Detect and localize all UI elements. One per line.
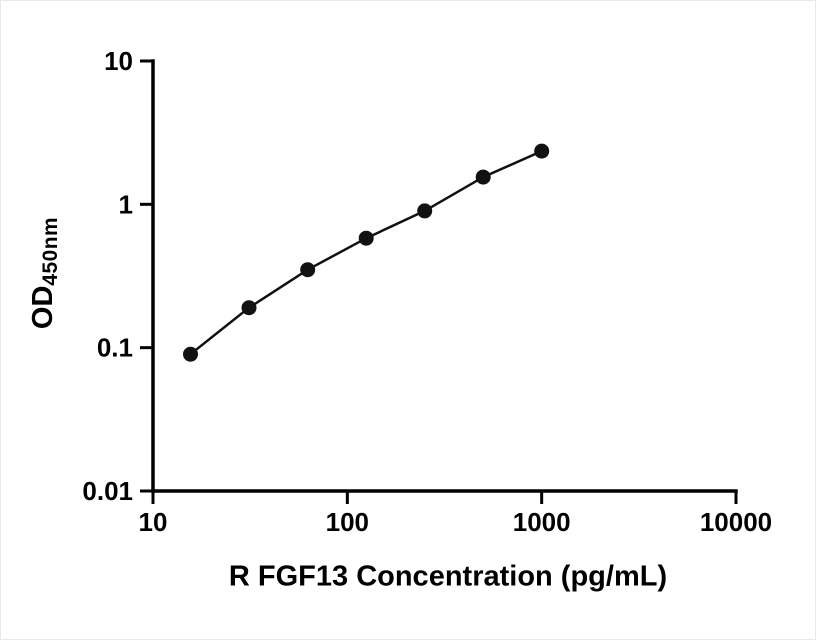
y-axis-label-base: OD — [27, 285, 60, 330]
y-axis-label: OD450nm — [27, 217, 63, 329]
data-point — [534, 143, 550, 159]
data-point — [241, 300, 257, 316]
y-tick-label: 10 — [104, 46, 133, 76]
x-tick-label: 100 — [326, 507, 369, 537]
y-axis-label-subscript: 450nm — [38, 216, 62, 286]
x-tick-label: 10000 — [700, 507, 772, 537]
data-point — [417, 203, 433, 219]
data-point — [183, 346, 198, 362]
x-tick-label: 1000 — [513, 507, 571, 537]
y-tick-label: 1 — [119, 189, 133, 219]
y-tick-label: 0.1 — [97, 333, 133, 363]
x-axis-label: R FGF13 Concentration (pg/mL) — [228, 560, 668, 593]
data-point — [300, 262, 316, 278]
y-tick-label: 0.01 — [82, 476, 133, 506]
data-point — [358, 230, 374, 246]
x-tick-label: 10 — [139, 507, 168, 537]
data-point — [475, 169, 491, 185]
